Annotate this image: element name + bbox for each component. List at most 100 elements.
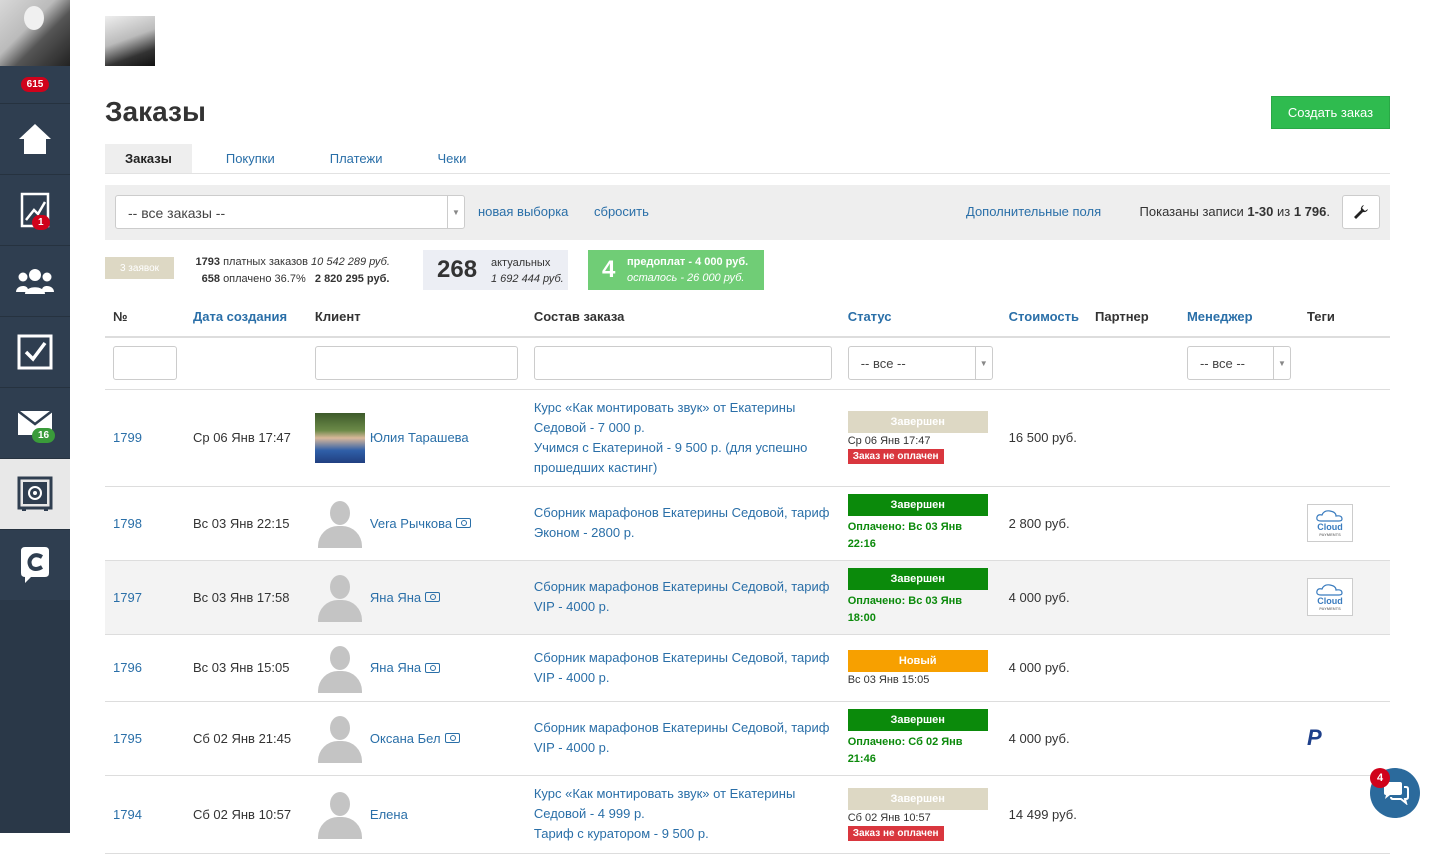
sidebar-item-home[interactable] bbox=[0, 104, 70, 175]
tasks-icon bbox=[17, 334, 53, 370]
order-number-link[interactable]: 1799 bbox=[113, 430, 142, 445]
table-row[interactable]: 1798 Вс 03 Янв 22:15 Vera Рычкова Сборни… bbox=[105, 486, 1390, 561]
status-badge: Завершен bbox=[847, 787, 988, 810]
col-date[interactable]: Дата создания bbox=[184, 297, 307, 338]
col-cost[interactable]: Стоимость bbox=[1000, 297, 1087, 338]
order-item-link[interactable]: Учимся с Екатериной - 9 500 р. (для успе… bbox=[533, 439, 808, 475]
sidebar-avatar[interactable] bbox=[0, 0, 70, 66]
tab-receipts[interactable]: Чеки bbox=[437, 151, 467, 166]
sidebar-footer bbox=[0, 600, 70, 833]
unpaid-badge: Заказ не оплачен bbox=[847, 825, 944, 841]
order-date: Ср 06 Янв 17:47 bbox=[184, 389, 307, 487]
sidebar-item-brand[interactable] bbox=[0, 530, 70, 601]
order-item-link[interactable]: Сборник марафонов Екатерины Седовой, тар… bbox=[533, 579, 830, 614]
cloudpayments-tag[interactable]: Cloud PAYMENTS bbox=[1306, 504, 1353, 542]
tabs: Заказы Покупки Платежи Чеки bbox=[105, 144, 1390, 174]
payment-card-icon bbox=[444, 733, 460, 743]
order-item-link[interactable]: Сборник марафонов Екатерины Седовой, тар… bbox=[533, 720, 830, 755]
sidebar-item-users[interactable] bbox=[0, 246, 70, 317]
status-date: Вс 03 Янв 15:05 bbox=[847, 673, 930, 686]
order-number-link[interactable]: 1798 bbox=[113, 515, 142, 531]
actual-orders-box[interactable]: 268 актуальных 1 692 444 руб. bbox=[423, 250, 568, 290]
sidebar-item-settings[interactable] bbox=[0, 459, 70, 530]
order-number-link[interactable]: 1797 bbox=[113, 589, 142, 605]
col-manager[interactable]: Менеджер bbox=[1178, 297, 1299, 338]
status-date: Сб 02 Янв 10:57 bbox=[847, 811, 931, 824]
status-badge: Завершен bbox=[847, 567, 988, 590]
orders-summary: 1793 платных заказов 10 542 289 руб. 658… bbox=[195, 256, 390, 285]
num-filter-input[interactable] bbox=[113, 346, 177, 381]
col-items: Состав заказа bbox=[525, 297, 840, 338]
order-item-link[interactable]: Тариф с куратором - 9 500 р. bbox=[533, 826, 709, 841]
col-status[interactable]: Статус bbox=[839, 297, 1001, 338]
order-cost: 4 000 руб. bbox=[1000, 701, 1087, 776]
prepayments-box[interactable]: 4 предоплат - 4 000 руб. осталось - 26 00… bbox=[588, 250, 764, 290]
chevron-down-icon: ▼ bbox=[974, 347, 992, 380]
home-icon bbox=[19, 124, 51, 154]
status-filter-select[interactable]: -- все -- ▼ bbox=[847, 346, 993, 381]
new-selection-link[interactable]: новая выборка bbox=[478, 204, 569, 219]
extra-fields-link[interactable]: Дополнительные поля bbox=[966, 204, 1102, 219]
payment-card-icon bbox=[425, 662, 441, 673]
tab-payments[interactable]: Платежи bbox=[329, 151, 383, 166]
table-row[interactable]: 1796 Вс 03 Янв 15:05 Яна Яна Сборник мар… bbox=[105, 634, 1390, 702]
tab-orders[interactable]: Заказы bbox=[105, 144, 192, 173]
page-title: Заказы bbox=[105, 96, 206, 127]
cloudpayments-tag[interactable]: Cloud PAYMENTS bbox=[1306, 578, 1353, 616]
wrench-icon bbox=[1354, 205, 1368, 219]
requests-tag[interactable]: 3 заявок bbox=[105, 257, 174, 279]
status-badge: Новый bbox=[847, 649, 988, 672]
table-row[interactable]: 1797 Вс 03 Янв 17:58 Яна Яна Сборник мар… bbox=[105, 560, 1390, 635]
unpaid-badge: Заказ не оплачен bbox=[847, 449, 944, 464]
status-badge: Завершен bbox=[847, 411, 988, 433]
sidebar-item-analytics[interactable]: 1 bbox=[0, 175, 70, 246]
users-icon bbox=[16, 269, 54, 294]
brand-icon bbox=[21, 547, 49, 583]
order-date: Вс 03 Янв 22:15 bbox=[184, 486, 307, 561]
analytics-badge: 1 bbox=[32, 215, 50, 230]
user-avatar[interactable] bbox=[105, 16, 155, 66]
client-link[interactable]: Оксана Бел bbox=[369, 730, 441, 746]
cloud-icon bbox=[1316, 583, 1343, 596]
orders-filter-select[interactable]: -- все заказы -- ▼ bbox=[115, 195, 465, 229]
items-filter-input[interactable] bbox=[533, 346, 832, 381]
chat-icon bbox=[1384, 782, 1409, 805]
client-link[interactable]: Яна Яна bbox=[369, 660, 422, 675]
settings-wrench-button[interactable] bbox=[1342, 195, 1380, 229]
client-filter-input[interactable] bbox=[314, 346, 518, 381]
client-link[interactable]: Vera Рычкова bbox=[369, 515, 453, 531]
client-link[interactable]: Яна Яна bbox=[369, 589, 422, 605]
client-avatar bbox=[314, 498, 365, 548]
order-cost: 14 499 руб. bbox=[1000, 775, 1087, 854]
cloud-icon bbox=[1316, 509, 1343, 522]
client-avatar bbox=[314, 412, 365, 463]
order-date: Сб 02 Янв 21:45 bbox=[184, 701, 307, 776]
table-row[interactable]: 1794 Сб 02 Янв 10:57 Елена Курс «Как мон… bbox=[105, 775, 1390, 854]
paypal-tag[interactable]: P bbox=[1306, 725, 1322, 750]
order-number-link[interactable]: 1795 bbox=[113, 730, 142, 746]
client-link[interactable]: Елена bbox=[369, 806, 408, 822]
manager-filter-select[interactable]: -- все -- ▼ bbox=[1186, 346, 1291, 381]
create-order-button[interactable]: Создать заказ bbox=[1271, 96, 1390, 129]
paid-date: Оплачено: Вс 03 Янв 22:16 bbox=[847, 520, 963, 550]
orders-table: № Дата создания Клиент Состав заказа Ста… bbox=[105, 297, 1390, 854]
order-item-link[interactable]: Курс «Как монтировать звук» от Екатерины… bbox=[533, 786, 796, 821]
table-row[interactable]: 1795 Сб 02 Янв 21:45 Оксана Бел Сборник … bbox=[105, 701, 1390, 776]
order-date: Вс 03 Янв 15:05 bbox=[184, 634, 307, 702]
reset-link[interactable]: сбросить bbox=[594, 204, 649, 219]
table-row[interactable]: 1799 Ср 06 Янв 17:47 Юлия Тарашева Курс … bbox=[105, 389, 1390, 487]
sidebar-item-tasks[interactable] bbox=[0, 317, 70, 388]
client-link[interactable]: Юлия Тарашева bbox=[369, 430, 469, 445]
order-number-link[interactable]: 1796 bbox=[113, 660, 142, 675]
payment-card-icon bbox=[456, 518, 472, 528]
order-item-link[interactable]: Курс «Как монтировать звук» от Екатерины… bbox=[533, 399, 796, 435]
stats-panel: 3 заявок 1793 платных заказов 10 542 289… bbox=[105, 250, 1390, 290]
order-cost: 16 500 руб. bbox=[1000, 389, 1087, 487]
order-item-link[interactable]: Сборник марафонов Екатерины Седовой, тар… bbox=[533, 649, 830, 685]
sidebar: 615 1 16 bbox=[0, 0, 70, 833]
sidebar-item-mail[interactable]: 16 bbox=[0, 388, 70, 459]
notifications-badge[interactable]: 615 bbox=[20, 77, 50, 92]
tab-purchases[interactable]: Покупки bbox=[225, 151, 275, 166]
order-item-link[interactable]: Сборник марафонов Екатерины Седовой, тар… bbox=[533, 505, 830, 540]
order-number-link[interactable]: 1794 bbox=[113, 806, 142, 822]
